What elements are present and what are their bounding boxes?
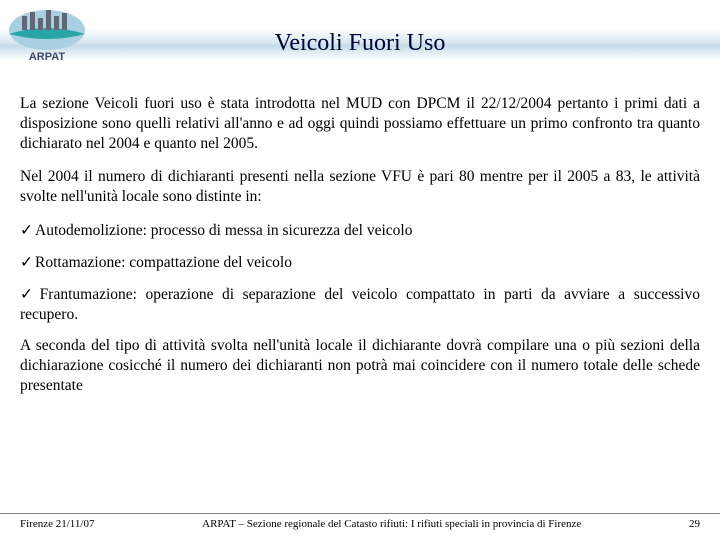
bullet-rottamazione: ✓Rottamazione: compattazione del veicolo <box>20 253 700 273</box>
slide-title: Veicoli Fuori Uso <box>0 30 720 57</box>
check-icon: ✓ <box>20 254 33 271</box>
slide-header: ARPAT Veicoli Fuori Uso <box>0 0 720 78</box>
footer-source: ARPAT – Sezione regionale del Catasto ri… <box>94 518 689 530</box>
footer-page-number: 29 <box>689 518 700 530</box>
bullet-text: Rottamazione: compattazione del veicolo <box>35 254 292 271</box>
bullet-frantumazione: ✓Frantumazione: operazione di separazion… <box>20 285 700 325</box>
paragraph-closing: A seconda del tipo di attività svolta ne… <box>20 336 700 395</box>
bullet-text: Autodemolizione: processo di messa in si… <box>35 222 412 239</box>
slide-body: La sezione Veicoli fuori uso è stata int… <box>0 78 720 396</box>
paragraph-counts: Nel 2004 il numero di dichiaranti presen… <box>20 167 700 207</box>
bullet-text: Frantumazione: operazione di separazione… <box>20 286 700 323</box>
check-icon: ✓ <box>20 286 38 303</box>
footer-date: Firenze 21/11/07 <box>20 518 94 530</box>
paragraph-intro: La sezione Veicoli fuori uso è stata int… <box>20 94 700 153</box>
check-icon: ✓ <box>20 222 33 239</box>
slide-footer: Firenze 21/11/07 ARPAT – Sezione regiona… <box>0 513 720 530</box>
bullet-autodemolizione: ✓Autodemolizione: processo di messa in s… <box>20 221 700 241</box>
